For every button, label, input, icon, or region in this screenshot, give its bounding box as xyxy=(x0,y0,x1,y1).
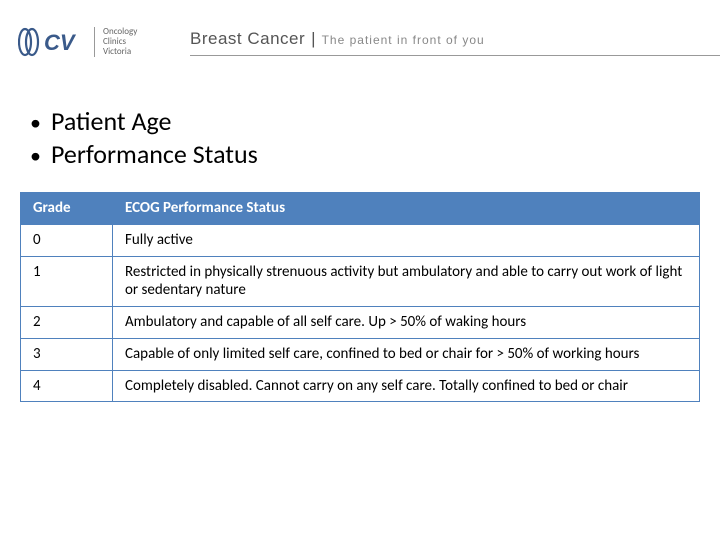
table-header-row: Grade ECOG Performance Status xyxy=(21,193,700,225)
header-separator: | xyxy=(311,29,315,49)
logo-line-3: Victoria xyxy=(103,46,131,57)
logo-subtext: Oncology Clinics Victoria xyxy=(94,27,137,57)
slide-content: • Patient Age • Performance Status Grade… xyxy=(20,105,700,402)
header: CV Oncology Clinics Victoria Breast Canc… xyxy=(0,22,720,62)
header-tagline: The patient in front of you xyxy=(322,33,485,47)
cell-grade: 1 xyxy=(21,256,113,307)
bullet-dot-icon: • xyxy=(30,142,41,170)
table-row: 3 Capable of only limited self care, con… xyxy=(21,338,700,370)
ocv-logo-icon: CV xyxy=(18,27,86,57)
cell-desc: Restricted in physically strenuous activ… xyxy=(113,256,700,307)
bullet-dot-icon: • xyxy=(30,109,41,137)
cell-grade: 4 xyxy=(21,370,113,402)
bullet-text: Performance Status xyxy=(51,138,258,171)
bullet-text: Patient Age xyxy=(51,105,172,138)
logo: CV Oncology Clinics Victoria xyxy=(0,22,190,62)
header-title: Breast Cancer xyxy=(190,29,305,49)
table-row: 0 Fully active xyxy=(21,224,700,256)
header-title-bar: Breast Cancer | The patient in front of … xyxy=(190,29,720,56)
bullet-item: • Performance Status xyxy=(30,138,700,171)
cell-grade: 0 xyxy=(21,224,113,256)
table-row: 2 Ambulatory and capable of all self car… xyxy=(21,307,700,339)
cell-desc: Completely disabled. Cannot carry on any… xyxy=(113,370,700,402)
bullet-list: • Patient Age • Performance Status xyxy=(30,105,700,170)
bullet-item: • Patient Age xyxy=(30,105,700,138)
col-header-desc: ECOG Performance Status xyxy=(113,193,700,225)
cell-grade: 2 xyxy=(21,307,113,339)
table-row: 4 Completely disabled. Cannot carry on a… xyxy=(21,370,700,402)
cell-desc: Ambulatory and capable of all self care.… xyxy=(113,307,700,339)
svg-text:CV: CV xyxy=(44,30,77,55)
cell-desc: Capable of only limited self care, confi… xyxy=(113,338,700,370)
ecog-table: Grade ECOG Performance Status 0 Fully ac… xyxy=(20,192,700,402)
col-header-grade: Grade xyxy=(21,193,113,225)
cell-desc: Fully active xyxy=(113,224,700,256)
cell-grade: 3 xyxy=(21,338,113,370)
table-row: 1 Restricted in physically strenuous act… xyxy=(21,256,700,307)
